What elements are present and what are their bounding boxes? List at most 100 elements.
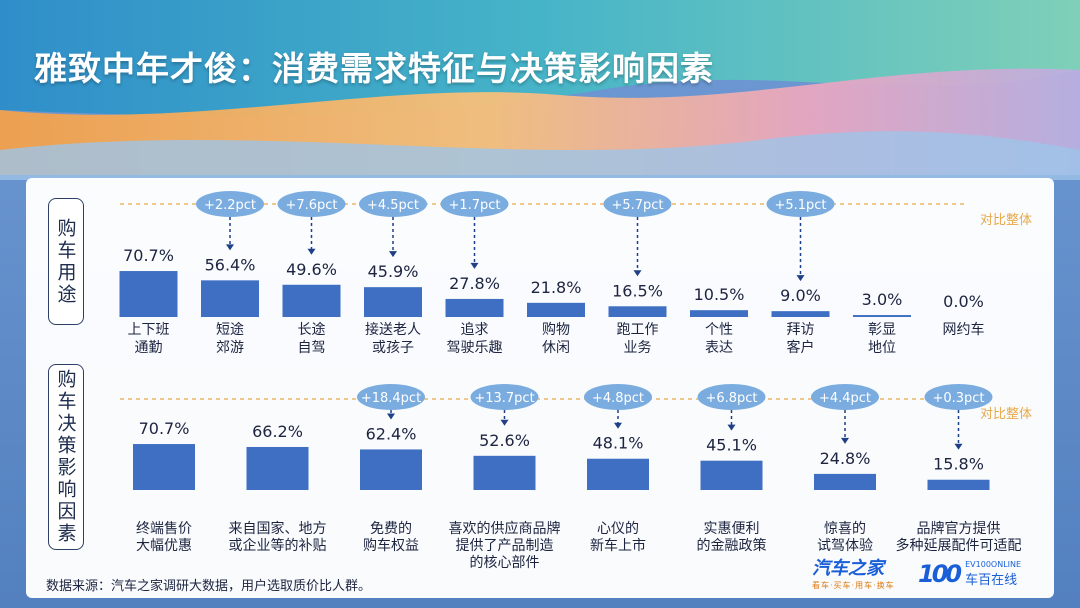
data-label: 9.0% xyxy=(780,286,821,305)
pct-label: +2.2pct xyxy=(204,198,256,213)
pct-bubble xyxy=(277,191,346,217)
data-label: 70.7% xyxy=(123,246,174,265)
category-label: 或孩子 xyxy=(372,340,414,356)
bar xyxy=(527,302,585,317)
data-label: 62.4% xyxy=(366,424,417,443)
arrow-head xyxy=(796,275,805,282)
category-label: 的金融政策 xyxy=(697,537,767,554)
pct-bubble xyxy=(766,191,835,217)
category-label: 或企业等的补贴 xyxy=(229,537,327,554)
pct-label: +4.4pct xyxy=(819,391,871,406)
bar xyxy=(771,311,830,317)
compare-label: 对比整体 xyxy=(980,407,1032,422)
pct-bubble xyxy=(470,384,539,410)
bar xyxy=(814,473,876,490)
pct-bubble xyxy=(584,384,652,410)
arrow-head xyxy=(389,251,397,258)
bar xyxy=(282,284,341,317)
compare-label: 对比整体 xyxy=(980,213,1032,228)
data-source-note: 数据来源：汽车之家调研大数据，用户选取质价比人群。 xyxy=(46,579,372,594)
ev100-logo-mark: 100 xyxy=(918,560,962,588)
arrow-head xyxy=(470,262,479,269)
bar xyxy=(853,315,911,317)
autohome-logo-tagline: 看车·买车·用车·换车 xyxy=(812,581,895,590)
pct-bubble xyxy=(603,191,672,217)
autohome-logo: 汽车之家 看车·买车·用车·换车 xyxy=(812,558,912,591)
data-label: 49.6% xyxy=(286,260,337,279)
pct-label: +4.5pct xyxy=(367,198,419,213)
content-panel xyxy=(26,178,1054,598)
category-label: 多种延展配件可适配 xyxy=(896,537,1022,554)
arrow-head xyxy=(226,244,234,251)
category-label: 客户 xyxy=(787,339,815,356)
arrow-head xyxy=(387,413,395,420)
pct-label: +13.7pct xyxy=(474,391,534,406)
bar xyxy=(360,449,422,490)
bar xyxy=(587,458,649,490)
data-label: 24.8% xyxy=(820,449,871,468)
data-label: 56.4% xyxy=(205,255,256,274)
category-label: 长途 xyxy=(298,321,326,338)
category-label: 实惠便利 xyxy=(704,521,760,537)
arrow-head xyxy=(954,443,963,450)
pct-label: +5.7pct xyxy=(611,198,663,213)
category-label: 休闲 xyxy=(542,340,570,356)
pct-label: +0.3pct xyxy=(932,391,984,406)
category-label: 的核心部件 xyxy=(470,555,540,571)
category-label: 试驾体验 xyxy=(817,538,873,554)
category-label: 来自国家、地方 xyxy=(229,520,327,537)
bar xyxy=(133,444,195,490)
data-label: 16.5% xyxy=(612,281,663,300)
arrow-head xyxy=(633,270,642,277)
pct-label: +5.1pct xyxy=(774,198,826,213)
category-label: 地位 xyxy=(868,340,896,356)
pct-bubble xyxy=(357,384,425,410)
data-label: 66.2% xyxy=(252,422,303,441)
category-label: 购车权益 xyxy=(363,537,419,554)
category-label: 提供了产品制造 xyxy=(456,538,554,554)
data-label: 15.8% xyxy=(933,455,984,474)
category-label: 品牌官方提供 xyxy=(917,520,1001,537)
category-label: 惊喜的 xyxy=(824,521,866,537)
category-label: 购物 xyxy=(542,322,570,338)
data-label: 45.1% xyxy=(706,436,757,455)
ev100-logo: 100 EV100ONLINE 车百在线 xyxy=(918,560,1021,588)
bar xyxy=(608,306,667,317)
pct-label: +4.8pct xyxy=(592,391,644,406)
bar xyxy=(690,310,748,317)
category-label: 拜访 xyxy=(787,322,815,338)
bar xyxy=(364,287,422,317)
data-label: 27.8% xyxy=(449,274,500,293)
bar xyxy=(201,280,259,317)
category-label: 追求 xyxy=(461,322,489,338)
data-label: 52.6% xyxy=(479,431,530,450)
autohome-logo-text: 汽车之家 xyxy=(812,558,884,579)
arrow-head xyxy=(500,419,509,426)
bar xyxy=(119,271,178,317)
bar xyxy=(927,479,990,490)
category-label: 个性 xyxy=(705,322,733,338)
data-label: 3.0% xyxy=(862,290,903,309)
section-label-factors: 购车决策影响因素 xyxy=(48,364,84,550)
category-label: 免费的 xyxy=(370,521,412,537)
category-label: 心仪的 xyxy=(597,521,639,537)
category-label: 大幅优惠 xyxy=(136,538,192,554)
arrow-head xyxy=(614,422,622,429)
arrow-head xyxy=(841,437,849,444)
arrow-head xyxy=(307,248,316,255)
category-label: 自驾 xyxy=(298,340,326,356)
category-label: 通勤 xyxy=(135,340,163,356)
category-label: 接送老人 xyxy=(365,321,421,338)
pct-bubble xyxy=(196,191,264,217)
ev100-logo-en: EV100ONLINE xyxy=(965,560,1022,569)
pct-label: +18.4pct xyxy=(361,391,421,406)
category-label: 彰显 xyxy=(868,321,896,338)
ev100-logo-cn: 车百在线 xyxy=(965,573,1018,588)
data-label: 21.8% xyxy=(531,278,582,297)
section-label-purpose: 购车用途 xyxy=(48,198,84,325)
pct-bubble xyxy=(440,191,509,217)
bar xyxy=(246,446,309,490)
pct-bubble xyxy=(811,384,879,410)
category-label: 网约车 xyxy=(943,321,985,338)
